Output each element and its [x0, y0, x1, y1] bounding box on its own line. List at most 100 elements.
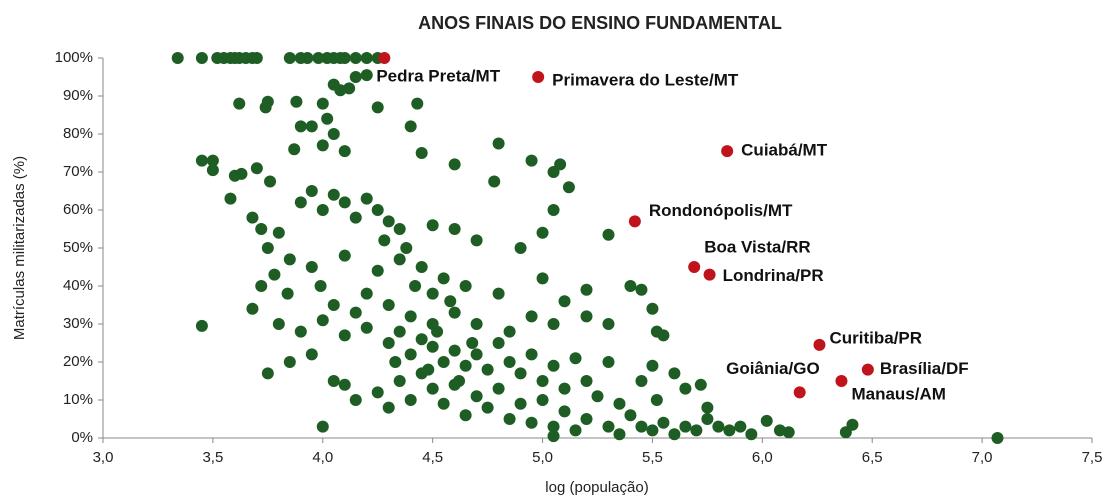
point [360, 52, 373, 64]
point [835, 375, 848, 387]
x-tick-label: 7,5 [1082, 449, 1103, 466]
point [536, 272, 549, 285]
point [272, 226, 285, 239]
point [411, 97, 424, 110]
point [283, 356, 296, 368]
point [646, 302, 659, 315]
point [268, 268, 281, 281]
point [360, 321, 373, 334]
point [281, 287, 294, 300]
point-label: Londrina/PR [723, 266, 824, 285]
y-tick-label: 50% [63, 239, 93, 256]
point [261, 367, 274, 380]
point [602, 228, 615, 241]
point [503, 356, 516, 368]
point [305, 348, 318, 361]
point [338, 52, 351, 64]
x-tick-label: 4,0 [312, 449, 333, 466]
point [272, 318, 285, 330]
point [679, 382, 692, 395]
point [558, 295, 571, 308]
point [602, 420, 615, 433]
point [459, 359, 472, 372]
point-label: Manaus/AM [851, 384, 945, 403]
point [316, 314, 329, 327]
point [723, 424, 736, 437]
point [415, 147, 428, 159]
point [453, 375, 466, 387]
point [624, 280, 637, 292]
point [371, 264, 384, 277]
point [360, 192, 373, 205]
point [382, 215, 395, 228]
point [301, 52, 314, 64]
point [426, 219, 439, 232]
point [690, 424, 703, 437]
point [547, 318, 560, 330]
point-label: Rondonópolis/MT [649, 201, 793, 220]
point [349, 52, 362, 64]
point [569, 352, 582, 365]
point [580, 310, 593, 323]
point [580, 413, 593, 425]
point [338, 378, 351, 391]
x-tick-label: 6,0 [752, 449, 773, 466]
point [547, 430, 560, 443]
point [294, 325, 307, 338]
point-label: Curitiba/PR [829, 328, 922, 347]
point [580, 375, 593, 387]
point [846, 418, 859, 431]
point [591, 390, 604, 403]
point [503, 413, 516, 425]
point [547, 420, 560, 433]
point [536, 226, 549, 239]
point [448, 344, 461, 357]
point [991, 432, 1004, 444]
point [459, 409, 472, 422]
point [492, 337, 505, 349]
point [688, 261, 701, 273]
point [338, 329, 351, 342]
y-tick-label: 20% [63, 353, 93, 370]
point [316, 97, 329, 110]
point [569, 424, 582, 437]
point [316, 139, 329, 152]
point [246, 211, 259, 224]
point [470, 318, 483, 330]
point [426, 287, 439, 300]
y-tick-label: 80% [63, 125, 93, 142]
point [459, 280, 472, 292]
point [635, 375, 648, 387]
point [701, 401, 714, 414]
point [536, 394, 549, 406]
point [305, 120, 318, 133]
x-tick-label: 5,5 [642, 449, 663, 466]
point [371, 101, 384, 114]
point [259, 101, 272, 114]
point [547, 359, 560, 372]
point [283, 253, 296, 266]
x-tick-label: 5,0 [532, 449, 553, 466]
point [171, 52, 184, 64]
point [444, 295, 457, 308]
point [389, 356, 402, 368]
point [701, 413, 714, 425]
point [233, 97, 246, 110]
point [409, 280, 422, 292]
point [437, 356, 450, 368]
point [470, 390, 483, 403]
point [448, 223, 461, 235]
point [371, 386, 384, 399]
point-label: Brasília/DF [880, 359, 969, 378]
y-tick-label: 70% [63, 163, 93, 180]
point [415, 333, 428, 346]
point [580, 283, 593, 296]
point [745, 428, 758, 441]
y-tick-label: 30% [63, 315, 93, 332]
point [668, 367, 681, 380]
y-tick-label: 60% [63, 201, 93, 218]
point [624, 409, 637, 422]
point [404, 310, 417, 323]
point [470, 234, 483, 247]
point [650, 394, 663, 406]
